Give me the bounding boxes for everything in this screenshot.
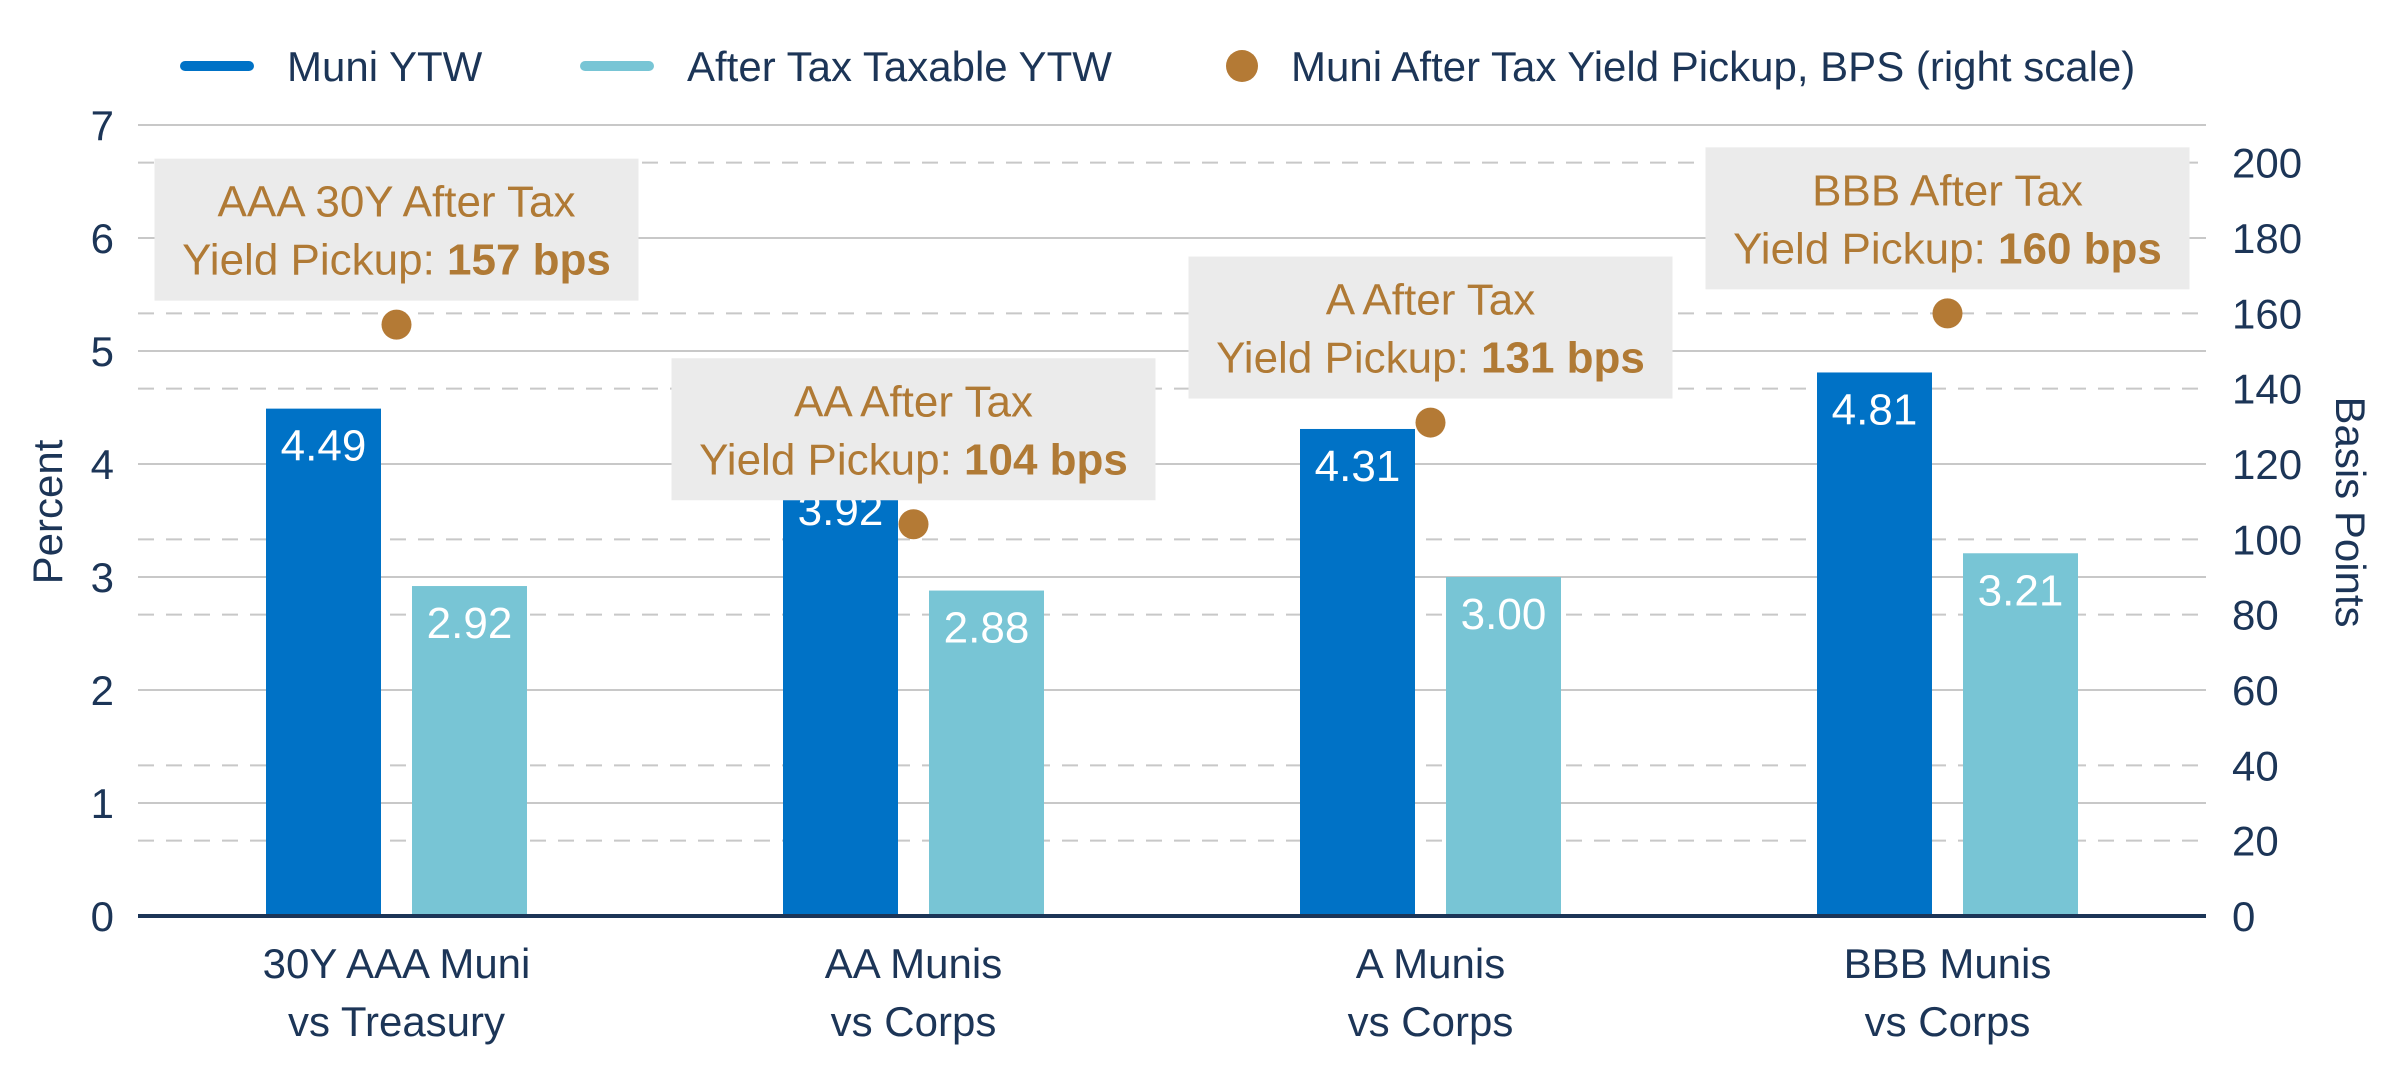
y2-tick-label: 120 — [2232, 441, 2302, 488]
bars: 4.492.923.922.884.313.004.813.21 — [266, 372, 2078, 917]
bar-value-label: 3.00 — [1461, 590, 1547, 639]
bar — [1446, 577, 1561, 916]
annotation-line2: Yield Pickup: 131 bps — [1216, 334, 1645, 383]
bar — [266, 408, 381, 916]
legend-label: After Tax Taxable YTW — [687, 43, 1112, 90]
annotation-value: 160 bps — [1998, 224, 2162, 273]
y2-tick-label: 80 — [2232, 592, 2279, 639]
legend: Muni YTW After Tax Taxable YTW Muni After … — [180, 43, 2135, 90]
bar-value-label: 2.92 — [427, 599, 513, 648]
y2-axis-title: Basis Points — [2327, 396, 2374, 627]
bar-value-label: 3.21 — [1978, 566, 2064, 615]
bar — [1963, 553, 2078, 916]
x-tick-label: vs Treasury — [288, 998, 505, 1045]
bar-value-label: 4.31 — [1315, 442, 1401, 491]
legend-dot-marker — [1226, 50, 1258, 82]
annotation-box — [671, 358, 1156, 501]
y-tick-label: 6 — [91, 215, 114, 262]
pickup-dot — [1932, 298, 1963, 329]
bar — [412, 586, 527, 916]
y2-tick-label: 180 — [2232, 215, 2302, 262]
y-tick-label: 5 — [91, 328, 114, 375]
bar-value-label: 2.88 — [944, 604, 1030, 653]
pickup-dot — [381, 309, 412, 340]
y-tick-label: 1 — [91, 780, 114, 827]
x-tick-label: vs Corps — [1348, 998, 1514, 1045]
y-tick-label: 3 — [91, 554, 114, 601]
annotation-prefix: Yield Pickup: — [699, 435, 964, 484]
annotations: AAA 30Y After Tax Yield Pickup: 157 bps AA… — [154, 147, 2190, 501]
y2-tick-label: 20 — [2232, 818, 2279, 865]
x-tick-label: 30Y AAA Muni — [263, 940, 531, 987]
y2-tick-label: 40 — [2232, 742, 2279, 789]
annotation-prefix: Yield Pickup: — [1216, 334, 1481, 383]
y-tick-label: 7 — [91, 102, 114, 149]
axes: 0 1 2 3 4 5 6 7 0 20 40 60 80 100 120 140 160 180 200 30Y A… — [91, 102, 2302, 1045]
y-axis-title: Percent — [24, 439, 71, 584]
annotation-value: 157 bps — [447, 236, 611, 285]
bar — [1300, 428, 1415, 916]
annotation-line1: AA After Tax — [794, 377, 1033, 426]
pickup-dot — [1415, 407, 1446, 438]
annotation-line1: AAA 30Y After Tax — [218, 178, 576, 227]
x-tick-label: vs Corps — [1865, 998, 2031, 1045]
y2-tick-label: 100 — [2232, 516, 2302, 563]
annotation-line1: BBB After Tax — [1812, 166, 2083, 215]
pickup-dot — [898, 509, 929, 540]
bar-value-label: 4.81 — [1832, 385, 1918, 434]
annotation-line2: Yield Pickup: 157 bps — [182, 236, 611, 285]
annotation-line2: Yield Pickup: 160 bps — [1733, 224, 2162, 273]
x-tick-label: AA Munis — [825, 940, 1002, 987]
annotation-box — [1188, 256, 1673, 399]
y2-tick-label: 200 — [2232, 140, 2302, 187]
annotation-value: 131 bps — [1481, 334, 1645, 383]
annotation-prefix: Yield Pickup: — [182, 236, 447, 285]
pickup-dots — [381, 298, 1963, 540]
y-tick-label: 4 — [91, 441, 114, 488]
y-tick-label: 2 — [91, 667, 114, 714]
bar-value-label: 4.49 — [281, 422, 367, 471]
bar — [783, 473, 898, 916]
annotation-box — [154, 158, 639, 301]
legend-label: Muni YTW — [287, 43, 483, 90]
y2-tick-label: 0 — [2232, 893, 2255, 940]
x-tick-label: BBB Munis — [1844, 940, 2052, 987]
bar — [929, 590, 1044, 916]
x-tick-label: A Munis — [1356, 940, 1505, 987]
annotation-value: 104 bps — [964, 435, 1128, 484]
bar — [1817, 372, 1932, 917]
y2-tick-label: 60 — [2232, 667, 2279, 714]
y2-tick-label: 140 — [2232, 366, 2302, 413]
annotation-line1: A After Tax — [1326, 276, 1536, 325]
annotation-prefix: Yield Pickup: — [1733, 224, 1998, 273]
annotation-box — [1705, 147, 2190, 290]
y2-tick-label: 160 — [2232, 290, 2302, 337]
x-tick-label: vs Corps — [831, 998, 997, 1045]
legend-label: Muni After Tax Yield Pickup, BPS (right … — [1291, 43, 2135, 90]
annotation-line2: Yield Pickup: 104 bps — [699, 435, 1128, 484]
y-tick-label: 0 — [91, 893, 114, 940]
